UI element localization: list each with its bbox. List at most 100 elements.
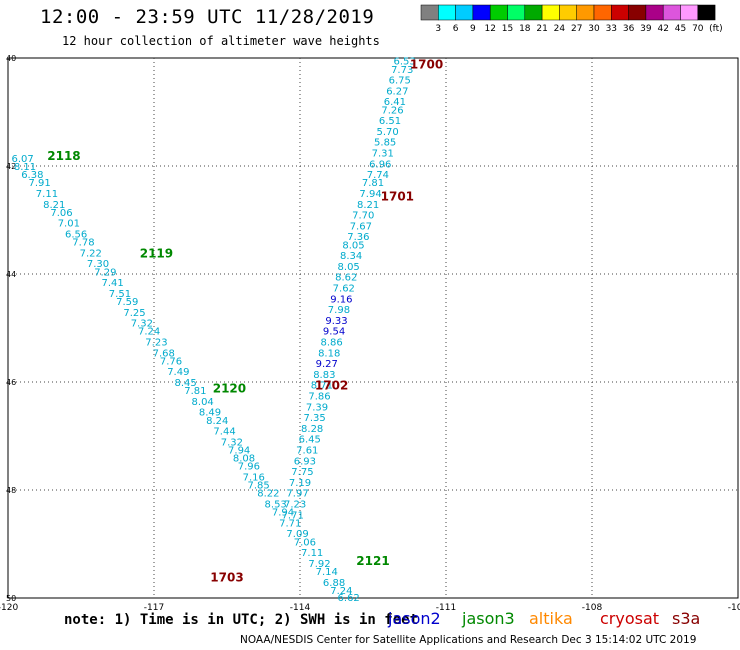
y-tick-label: 48 <box>6 486 16 495</box>
x-tick-label: -108 <box>582 603 603 613</box>
swh-value: 7.61 <box>296 446 318 457</box>
time-label: 1700 <box>410 57 443 71</box>
swh-value: 6.27 <box>386 86 408 97</box>
swh-value: 8.05 <box>342 240 364 251</box>
x-tick-label: -111 <box>436 603 456 613</box>
swh-value: 7.30 <box>87 259 109 270</box>
swh-value: 7.16 <box>243 473 265 484</box>
swh-value: 7.98 <box>328 305 350 316</box>
swh-value: 8.24 <box>206 416 228 427</box>
color-scale-swatch <box>438 4 456 21</box>
swh-value: 8.21 <box>357 200 379 211</box>
color-scale-label: 3 <box>435 24 441 34</box>
swh-value: 7.96 <box>238 462 260 473</box>
color-scale-label: 30 <box>588 24 600 34</box>
color-scale-swatch <box>489 4 508 21</box>
swh-value: 7.74 <box>367 170 389 181</box>
swh-value: 7.85 <box>248 481 270 492</box>
swh-value: 7.86 <box>308 392 330 403</box>
color-scale-swatch <box>680 4 699 21</box>
color-scale-label: 33 <box>606 24 617 34</box>
swh-value: 7.62 <box>333 284 355 295</box>
color-scale-label: 45 <box>675 24 686 34</box>
swh-value: 9.16 <box>330 294 352 305</box>
swh-value: 8.34 <box>340 251 362 262</box>
y-tick-label: 50 <box>6 594 16 603</box>
swh-value: 7.73 <box>391 65 413 76</box>
x-tick-label: -114 <box>290 603 311 613</box>
time-label: 1703 <box>210 570 243 584</box>
color-scale-label: 6 <box>453 24 459 34</box>
swh-value: 7.36 <box>347 232 369 243</box>
swh-value: 7.94 <box>359 189 381 200</box>
swh-value: 7.39 <box>306 402 328 413</box>
swh-value: 7.81 <box>184 386 206 397</box>
swh-value: 7.70 <box>352 211 374 222</box>
swh-value: 7.49 <box>167 367 189 378</box>
color-scale-swatch <box>697 4 716 21</box>
swh-value: 8.11 <box>14 162 36 173</box>
swh-value: 7.94 <box>228 446 250 457</box>
swh-value: 6.38 <box>21 170 43 181</box>
x-tick-label: -120 <box>0 603 18 613</box>
swh-value: 7.23 <box>145 338 167 349</box>
time-label: 2118 <box>47 149 80 163</box>
swh-value: 6.51 <box>379 116 401 127</box>
swh-value: 8.49 <box>199 408 221 419</box>
time-label: 2120 <box>213 381 246 395</box>
swh-value: 8.04 <box>192 397 214 408</box>
swh-value: 7.78 <box>72 238 94 249</box>
swh-value: 6.41 <box>384 97 406 108</box>
color-scale-swatch <box>645 4 664 21</box>
swh-value: 7.71 <box>282 510 304 521</box>
swh-value: 7.97 <box>286 489 308 500</box>
swh-value: 8.86 <box>321 338 343 349</box>
color-scale-label: 15 <box>502 24 513 34</box>
swh-value: 8.08 <box>233 454 255 465</box>
swh-value: 6.93 <box>294 456 316 467</box>
color-scale-swatch <box>420 4 439 21</box>
swh-value: 7.32 <box>131 319 153 330</box>
color-scale-label: 24 <box>554 24 566 34</box>
swh-value: 6.88 <box>323 578 345 589</box>
swh-value: 7.09 <box>286 529 308 540</box>
swh-value: 7.71 <box>279 518 301 529</box>
chart-subtitle: 12 hour collection of altimeter wave hei… <box>62 34 380 48</box>
swh-value: 7.76 <box>160 356 182 367</box>
swh-value: 7.06 <box>294 537 316 548</box>
color-scale-swatch <box>611 4 629 21</box>
swh-value: 7.26 <box>381 105 403 116</box>
time-label: 1701 <box>381 190 414 204</box>
color-scale-swatch <box>541 4 560 21</box>
y-tick-label: 42 <box>6 162 16 171</box>
swh-value: 7.24 <box>138 327 160 338</box>
swh-value: 7.75 <box>291 467 313 478</box>
swh-value: 8.71 <box>311 381 333 392</box>
swh-value: 7.25 <box>123 308 145 319</box>
swh-value: 8.53 <box>265 500 287 511</box>
swh-value: 7.51 <box>109 289 131 300</box>
color-scale-label: 18 <box>519 24 531 34</box>
swh-value: 9.33 <box>325 316 347 327</box>
color-scale-label: 27 <box>571 24 582 34</box>
plot-frame <box>7 57 739 599</box>
swh-value: 6.75 <box>389 76 411 87</box>
note-text: note: 1) Time is in UTC; 2) SWH is in fe… <box>64 612 419 628</box>
swh-value: 8.45 <box>175 378 197 389</box>
swh-value: 7.32 <box>221 437 243 448</box>
x-tick-label: -105 <box>728 603 740 613</box>
swh-value: 7.19 <box>289 478 311 489</box>
swh-value: 6.62 <box>338 593 360 604</box>
swh-value: 8.22 <box>257 489 279 500</box>
legend-cryosat: cryosat <box>600 609 660 628</box>
credit-text: NOAA/NESDIS Center for Satellite Applica… <box>240 634 697 646</box>
color-scale-swatch <box>628 4 647 21</box>
swh-value: 7.59 <box>116 297 138 308</box>
swh-value: 7.22 <box>80 248 102 259</box>
color-scale-label: 39 <box>640 24 652 34</box>
chart-title: 12:00 - 23:59 UTC 11/28/2019 <box>40 6 375 28</box>
swh-value: 9.27 <box>316 359 338 370</box>
swh-value: 7.06 <box>50 208 72 219</box>
time-label: 1702 <box>315 379 348 393</box>
